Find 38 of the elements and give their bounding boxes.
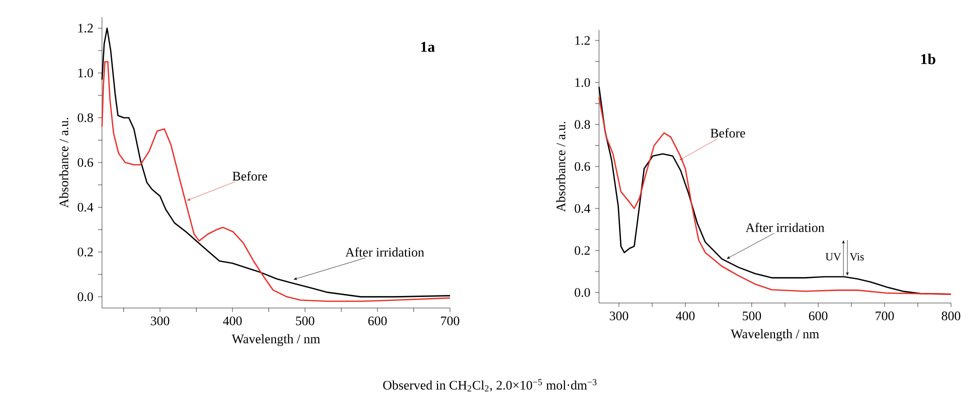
x-tick-label: 400: [223, 316, 242, 326]
annotation: After irridation: [746, 222, 824, 232]
x-tick-label: 500: [742, 312, 762, 320]
y-tick-label: 1.2: [575, 36, 590, 45]
y-tick-label: 0.2: [574, 246, 590, 255]
y-axis-title: Absorbance / a.u.: [556, 122, 566, 212]
x-tick-label: 400: [676, 312, 695, 320]
text: Observed in CH$_{2}$Cl$_{2}$, 2.0×10$^{−5}$ mol·dm$^{−3}$: [383, 379, 597, 392]
y-tick-label: 0.6: [574, 162, 590, 171]
x-tick-label: 600: [808, 312, 828, 320]
y-axis-title: Absorbance / a.u.: [59, 118, 68, 208]
y-tick-label: 0.6: [78, 158, 94, 167]
x-tick-label: 300: [150, 316, 170, 326]
y-tick-label: 0.8: [574, 120, 590, 129]
text: 1b: [921, 54, 936, 64]
y-tick-label: 0.4: [574, 204, 590, 213]
text: 1a: [421, 42, 435, 52]
x-axis-title: Wavelength / nm: [232, 334, 320, 346]
x-tick-label: 700: [441, 316, 460, 326]
y-tick-label: 1.0: [78, 68, 93, 78]
annotation: Vis: [850, 253, 864, 261]
annotation: After irridation: [345, 247, 424, 257]
y-tick-label: 1.2: [78, 24, 93, 33]
y-tick-label: 1.0: [575, 78, 590, 87]
y-tick-label: 0.0: [574, 288, 590, 297]
x-tick-label: 800: [942, 312, 960, 320]
x-tick-label: 300: [610, 312, 628, 320]
annotation: UV: [826, 253, 842, 260]
x-tick-label: 500: [296, 316, 314, 326]
x-tick-label: 600: [368, 316, 387, 326]
y-tick-label: 0.8: [78, 113, 93, 122]
y-tick-label: 0.2: [78, 248, 93, 256]
x-tick-label: 700: [876, 312, 894, 320]
x-axis-title: Wavelength / nm: [730, 329, 820, 341]
y-tick-label: 0.0: [78, 292, 93, 302]
annotation: Before: [710, 128, 746, 138]
annotation: Before: [232, 171, 268, 181]
y-tick-label: 0.4: [78, 202, 94, 212]
